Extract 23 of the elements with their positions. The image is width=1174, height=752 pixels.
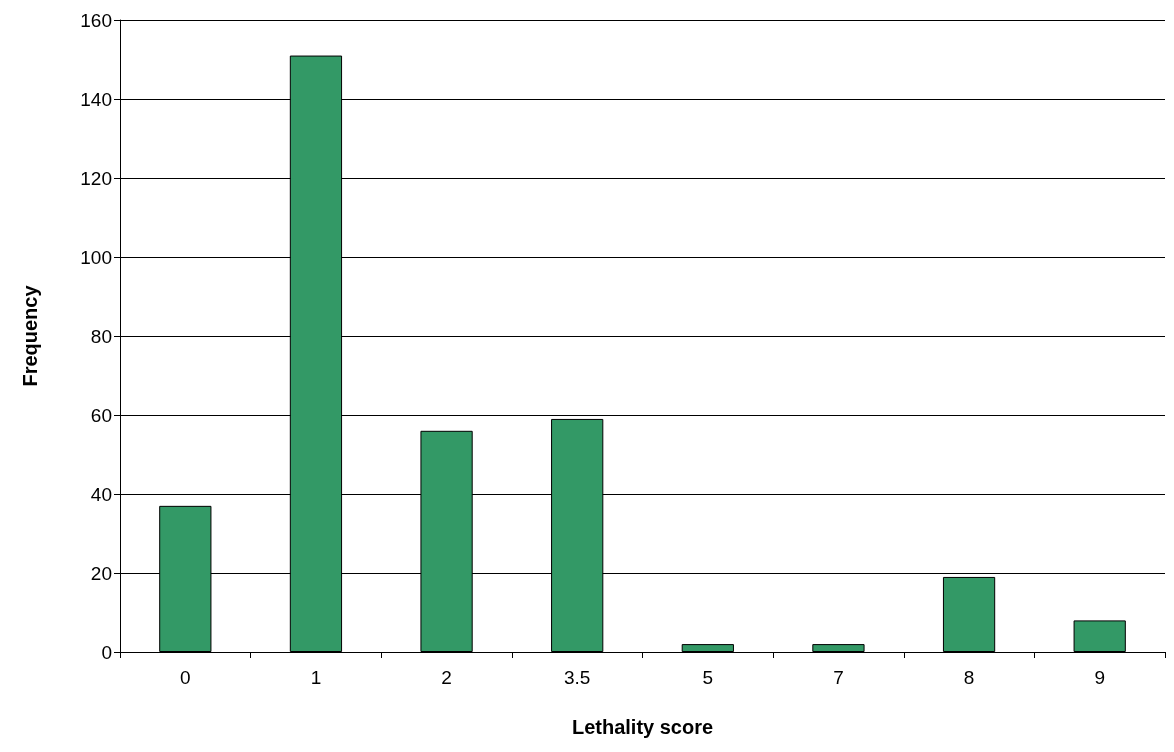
y-tick-label: 60 [90,404,112,426]
y-tick-label: 0 [101,641,112,663]
x-tick-label: 1 [310,667,322,688]
y-tick-label: 120 [80,167,112,189]
x-tick-label: 5 [702,667,714,688]
x-tick-label: 0 [180,667,191,688]
bar [1073,620,1126,652]
x-axis-title: Lethality score [571,716,714,738]
y-tick-label: 80 [90,325,112,347]
x-tick-label: 9 [1094,667,1105,688]
y-tick-label: 40 [90,483,112,505]
y-tick-label: 100 [80,246,112,268]
x-tick-label: 3.5 [563,667,591,688]
bar [812,644,865,652]
x-tick-label: 7 [833,667,844,688]
x-tick-label: 8 [963,667,975,688]
bar [942,576,996,652]
y-tick-label: 20 [90,562,112,584]
y-tick-label: 140 [80,88,112,110]
bar [681,644,734,652]
y-tick-label: 160 [80,9,112,31]
y-axis-title: Frequency [19,284,41,387]
x-tick-label: 2 [441,667,452,688]
